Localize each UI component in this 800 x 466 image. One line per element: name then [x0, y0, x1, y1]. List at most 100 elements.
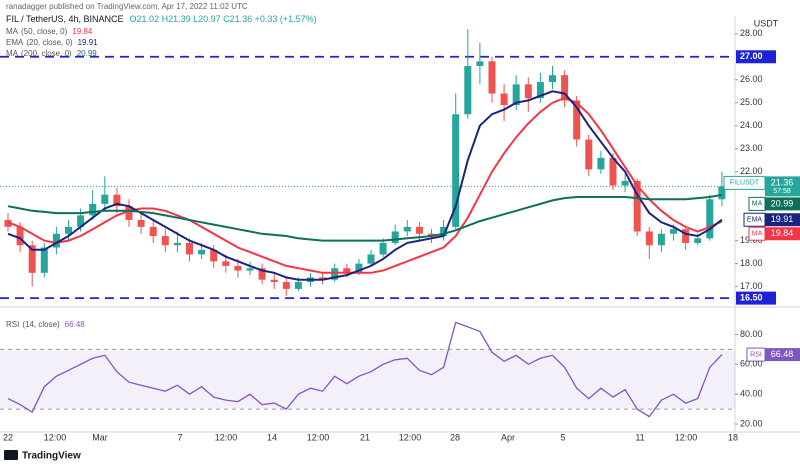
candle-body: [198, 249, 206, 255]
y-tick-label: 24.00: [740, 120, 763, 130]
candle-body: [343, 268, 351, 273]
x-tick-label: 22: [3, 432, 13, 442]
candle-body: [16, 226, 24, 246]
candle-body: [149, 226, 157, 237]
x-tick-label: 12:00: [215, 432, 238, 442]
x-tick-label: 21: [360, 432, 370, 442]
candle-body: [101, 194, 109, 204]
y-tick-label: 60.00: [740, 359, 763, 369]
candle-body: [161, 236, 169, 246]
value-box: [765, 348, 800, 362]
candle-body: [222, 261, 230, 266]
candle-body: [52, 233, 60, 248]
candle-body: [718, 186, 726, 200]
indicator-legend: EMA (20, close, 0) 19.91: [6, 38, 98, 47]
candle-body: [597, 157, 605, 170]
candle-body: [294, 282, 302, 289]
publisher: ranadagger published on TradingView.com,…: [6, 2, 248, 11]
candle-body: [609, 157, 617, 186]
candle-body: [573, 100, 581, 140]
candle-body: [452, 114, 460, 227]
candle-body: [524, 84, 532, 99]
symbol-title: FIL / TetherUS, 4h, BINANCE: [6, 14, 124, 24]
x-tick-label: Mar: [92, 432, 108, 442]
candle-body: [186, 242, 193, 255]
countdown: 57:58: [773, 188, 791, 195]
y-tick-label: 26.00: [740, 74, 763, 84]
value-tag: FILUSDT: [730, 180, 760, 187]
value-label: 66.48: [771, 349, 794, 359]
x-tick-label: 12:00: [44, 432, 67, 442]
logo-icon: [4, 450, 18, 460]
candle-body: [65, 226, 72, 234]
value-box: [765, 176, 800, 197]
candle-body: [28, 245, 36, 273]
candle-body: [282, 282, 290, 289]
y-tick-label: 25.00: [740, 97, 763, 107]
value-tag: MA: [752, 201, 763, 208]
candle-body: [40, 247, 48, 273]
level-label-box: [736, 291, 776, 305]
candle-body: [670, 229, 677, 234]
candle-body: [210, 249, 218, 262]
indicator-line: [7, 90, 723, 281]
candle-body: [428, 233, 435, 237]
candle-body: [585, 139, 593, 170]
currency: USDT: [754, 18, 779, 28]
candle-body: [77, 215, 85, 227]
candle-body: [113, 194, 121, 207]
x-tick-label: 28: [450, 432, 460, 442]
candle-body: [137, 219, 145, 227]
candle-body: [4, 219, 12, 227]
indicator-legend: MA (200, close, 0) 20.99: [6, 49, 97, 58]
candle-body: [657, 233, 665, 246]
value-box: [765, 213, 800, 227]
candle-body: [621, 180, 629, 186]
y-tick-label: 40.00: [740, 389, 763, 399]
x-tick-label: 5: [560, 432, 565, 442]
x-tick-label: 18: [728, 432, 738, 442]
y-tick-label: 22.00: [740, 166, 763, 176]
value-label: 20.99: [771, 198, 794, 208]
candle-body: [246, 268, 254, 271]
candle-body: [391, 231, 399, 243]
candle-body: [464, 65, 472, 115]
indicator-params: (200, close, 0): [21, 49, 72, 58]
x-tick-label: 11: [635, 432, 644, 442]
candle-body: [331, 268, 339, 280]
candle-body: [379, 242, 387, 255]
footer-text: TradingView: [22, 451, 81, 462]
candle-body: [403, 226, 411, 232]
indicator-legend: MA (50, close, 0) 19.84: [6, 27, 93, 36]
x-tick-label: 12:00: [399, 432, 422, 442]
symbol-header: FIL / TetherUS, 4h, BINANCE O21.02 H21.39…: [6, 14, 317, 24]
indicator-name: MA: [6, 49, 19, 58]
indicator-name: EMA: [6, 38, 24, 47]
candle-body: [549, 75, 556, 83]
candle-body: [173, 242, 181, 246]
value-label: 19.84: [771, 228, 794, 238]
indicator-params: (50, close, 0): [21, 27, 68, 36]
candle-body: [488, 61, 496, 94]
indicator-params: (20, close, 0): [26, 38, 73, 47]
value-tag: EMA: [747, 217, 763, 224]
ohlc-values: O21.02 H21.39 L20.97 C21.36 +0.33 (+1.57…: [130, 14, 317, 24]
candle-body: [694, 238, 702, 243]
value-label: 19.91: [771, 214, 794, 224]
candle-body: [258, 268, 266, 280]
y-tick-label: 23.00: [740, 143, 763, 153]
candle-body: [536, 82, 544, 99]
value-tag: RSI: [750, 351, 762, 358]
y-tick-label: 20.00: [740, 418, 763, 428]
rsi-title: RSI: [6, 320, 19, 329]
rsi-value: 66.48: [65, 320, 86, 329]
value-box: [765, 227, 800, 241]
candle-body: [561, 75, 569, 101]
candle-body: [633, 180, 641, 232]
candle-body: [355, 263, 363, 273]
candle-body: [270, 279, 278, 283]
candle-body: [476, 61, 484, 66]
indicator-value: 19.84: [72, 27, 93, 36]
candle-body: [234, 265, 242, 271]
